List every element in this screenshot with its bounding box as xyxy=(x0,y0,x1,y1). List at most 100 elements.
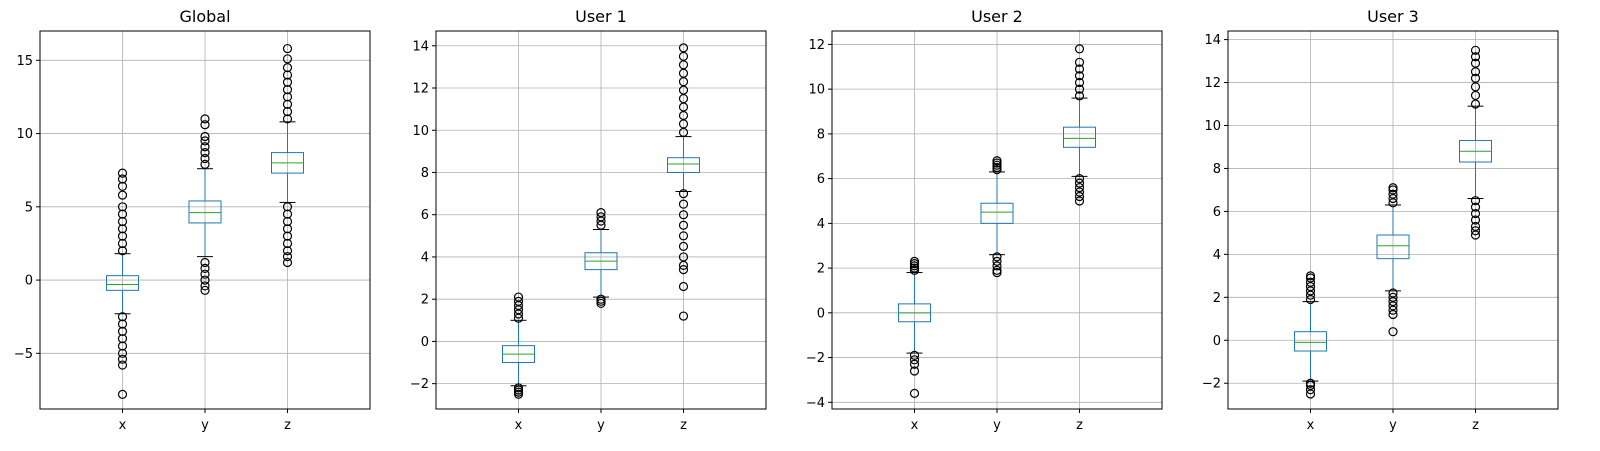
outlier-point xyxy=(909,366,920,376)
outlier-point xyxy=(1470,73,1481,83)
x-tick-label: y xyxy=(597,418,605,433)
outlier-point xyxy=(992,252,1002,262)
outlier-point xyxy=(909,350,920,360)
outlier-point xyxy=(117,168,128,178)
outlier-point xyxy=(1305,389,1316,399)
chart-title: Global xyxy=(179,7,230,26)
outlier-point xyxy=(992,267,1002,278)
outlier-point xyxy=(909,256,920,266)
outlier-point xyxy=(992,256,1002,266)
outlier-point xyxy=(282,216,293,227)
outlier-point xyxy=(282,70,293,80)
y-tick-label: 0 xyxy=(25,274,33,289)
y-tick-label: 8 xyxy=(421,166,429,181)
y-tick-label: 0 xyxy=(817,306,825,321)
y-tick-label: 10 xyxy=(1204,119,1221,134)
iqr-box xyxy=(188,200,222,224)
y-tick-label: 12 xyxy=(808,38,825,53)
outlier-point xyxy=(909,355,920,365)
outlier-point xyxy=(117,209,128,219)
outlier-point xyxy=(282,54,293,64)
outlier-point xyxy=(117,341,128,351)
y-tick-label: 12 xyxy=(412,82,429,97)
x-tick-label: z xyxy=(1076,418,1083,433)
outlier-point xyxy=(678,231,689,241)
y-tick-label: 8 xyxy=(817,127,825,142)
iqr-box xyxy=(1063,126,1096,148)
y-tick-label: 10 xyxy=(808,83,825,98)
y-tick-label: 14 xyxy=(1204,33,1221,48)
y-tick-label: 5 xyxy=(25,200,33,215)
outlier-point xyxy=(282,99,293,109)
outlier-point xyxy=(200,159,210,169)
outlier-point xyxy=(117,174,128,184)
outlier-point xyxy=(1470,230,1481,240)
x-tick-label: y xyxy=(993,418,1001,433)
iqr-box xyxy=(106,275,139,291)
outlier-point xyxy=(282,257,293,268)
box-x xyxy=(502,292,535,399)
outlier-point xyxy=(1470,226,1481,236)
outlier-point xyxy=(678,265,689,275)
outlier-point xyxy=(1470,196,1481,206)
box-y xyxy=(584,208,618,309)
y-tick-label: 6 xyxy=(421,208,429,223)
box-y xyxy=(1376,183,1410,337)
outlier-point xyxy=(117,326,128,336)
chart-title: User 1 xyxy=(575,7,627,26)
outlier-point xyxy=(1388,189,1398,199)
outlier-point xyxy=(200,269,210,279)
outlier-point xyxy=(1305,271,1316,281)
y-tick-label: 14 xyxy=(412,39,429,54)
outlier-point xyxy=(200,153,210,164)
outlier-point xyxy=(596,208,606,218)
x-tick-label: x xyxy=(1307,418,1315,433)
outlier-point xyxy=(117,181,128,191)
outlier-point xyxy=(1470,208,1481,219)
x-tick-label: x xyxy=(911,418,919,433)
box-x xyxy=(1294,271,1327,399)
outlier-point xyxy=(282,77,293,87)
outlier-point xyxy=(1305,277,1316,287)
outlier-point xyxy=(678,220,689,230)
y-tick-label: 0 xyxy=(1213,334,1221,349)
outlier-point xyxy=(117,216,128,227)
outlier-point xyxy=(200,281,210,291)
x-tick-label: z xyxy=(284,418,291,433)
outlier-point xyxy=(200,131,210,142)
outlier-point xyxy=(513,389,524,399)
y-tick-label: 6 xyxy=(1213,205,1221,220)
outlier-point xyxy=(1074,182,1085,193)
x-tick-label: x xyxy=(119,418,127,433)
box-z xyxy=(1459,45,1492,240)
outlier-point xyxy=(200,263,210,273)
outlier-point xyxy=(117,312,128,322)
outlier-point xyxy=(596,298,606,309)
y-tick-label: −2 xyxy=(806,351,825,366)
y-tick-label: 6 xyxy=(817,172,825,187)
outlier-point xyxy=(282,85,293,95)
outlier-point xyxy=(1074,174,1085,184)
outlier-point xyxy=(1388,183,1398,193)
outlier-point xyxy=(1074,77,1085,88)
outlier-point xyxy=(200,114,210,124)
outlier-point xyxy=(200,120,210,130)
x-tick-label: y xyxy=(201,418,209,433)
outlier-point xyxy=(596,212,606,222)
outlier-point xyxy=(117,231,128,241)
outlier-point xyxy=(117,348,128,358)
outlier-point xyxy=(117,238,128,249)
outlier-point xyxy=(513,296,524,306)
outlier-point xyxy=(1074,64,1085,74)
box-z xyxy=(1063,44,1096,206)
outlier-point xyxy=(282,202,293,212)
outlier-point xyxy=(678,311,689,321)
outlier-point xyxy=(1074,178,1085,188)
chart-title: User 2 xyxy=(971,7,1023,26)
y-tick-label: 2 xyxy=(817,262,825,277)
outlier-point xyxy=(1074,196,1085,206)
outlier-point xyxy=(117,224,128,234)
outlier-point xyxy=(1388,309,1398,320)
iqr-box xyxy=(1376,234,1410,260)
